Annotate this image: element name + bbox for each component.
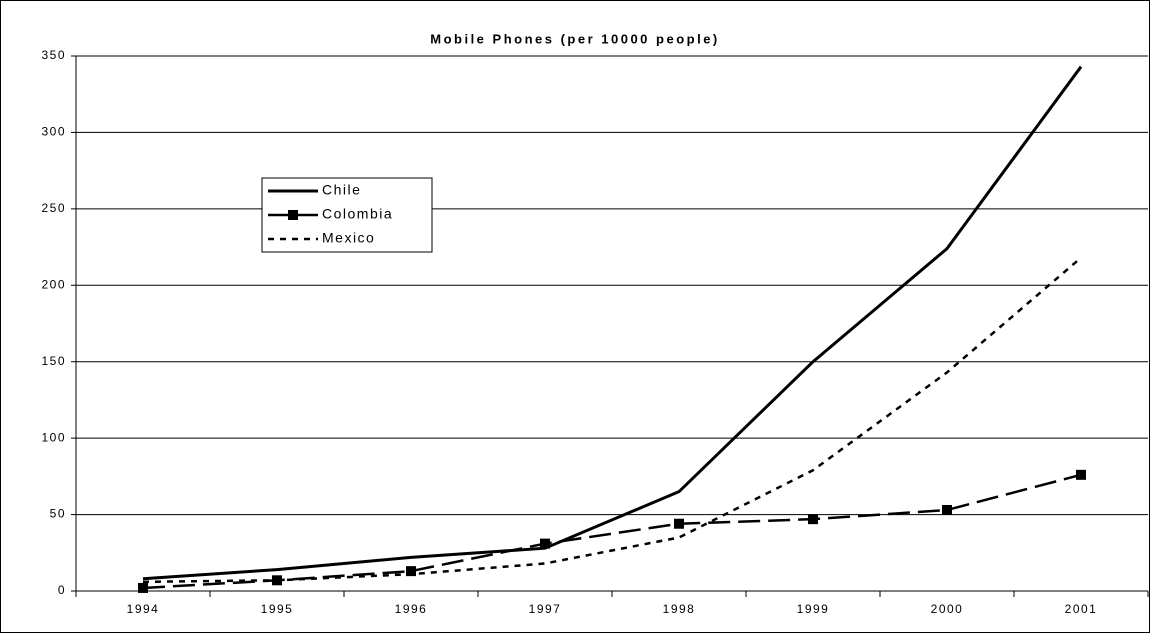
- y-tick-label: 50: [50, 507, 66, 521]
- point-marker: [942, 504, 952, 515]
- y-tick-label: 200: [41, 277, 66, 291]
- series-line: [142, 256, 1082, 584]
- chart-title: Mobile Phones (per 10000 people): [430, 31, 720, 46]
- point-marker: [1076, 469, 1086, 480]
- y-tick-label: 100: [41, 430, 66, 444]
- point-marker: [808, 514, 818, 525]
- point-marker: [138, 582, 148, 593]
- legend-label: Mexico: [322, 230, 375, 246]
- y-tick-label: 250: [41, 201, 66, 215]
- y-tick-label: 350: [41, 48, 66, 62]
- point-marker: [674, 518, 684, 529]
- x-tick-label: 1997: [529, 602, 562, 616]
- x-tick-label: 1994: [127, 602, 160, 616]
- point-marker: [406, 566, 416, 577]
- x-tick-label: 2000: [931, 602, 964, 616]
- series-line: [142, 65, 1083, 581]
- x-tick-label: 1995: [261, 602, 294, 616]
- legend-label: Colombia: [322, 206, 393, 222]
- x-tick-label: 2001: [1065, 602, 1098, 616]
- point-marker: [540, 538, 550, 549]
- legend-label: Chile: [322, 182, 361, 198]
- x-tick-label: 1998: [663, 602, 696, 616]
- y-tick-label: 150: [41, 354, 66, 368]
- x-tick-label: 1996: [395, 602, 428, 616]
- y-tick-label: 300: [41, 125, 66, 139]
- legend-marker: [288, 210, 298, 220]
- x-tick-label: 1999: [797, 602, 830, 616]
- y-tick-label: 0: [58, 583, 66, 597]
